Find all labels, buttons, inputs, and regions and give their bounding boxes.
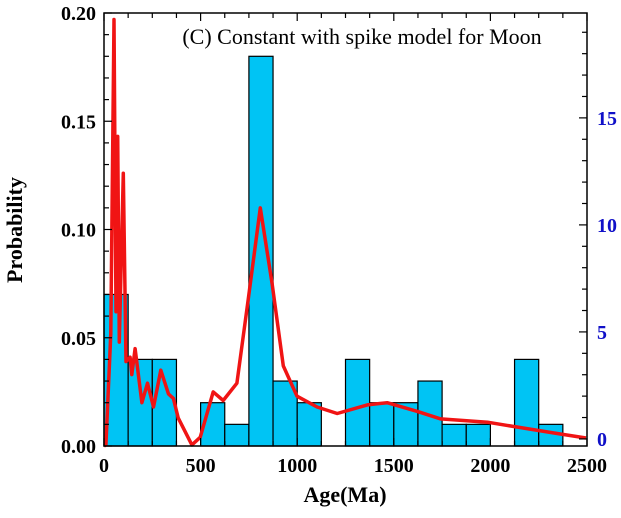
x-tick-label: 1000 xyxy=(277,455,317,477)
histogram-bar xyxy=(465,423,491,447)
y2-tick-label: 15 xyxy=(597,108,617,130)
histogram-bar xyxy=(369,402,395,447)
y-tick-label: 0.20 xyxy=(61,3,96,25)
histogram-bar xyxy=(248,55,274,447)
y-tick-label: 0.10 xyxy=(61,220,96,242)
x-tick-label: 2000 xyxy=(470,455,510,477)
histogram-bar xyxy=(513,358,540,447)
y2-tick-label: 5 xyxy=(597,322,607,344)
x-tick-label: 2500 xyxy=(567,455,607,477)
y2-tick-label: 0 xyxy=(597,429,607,451)
x-tick-label: 0 xyxy=(99,455,109,477)
y-tick-label: 0.15 xyxy=(61,111,96,133)
y-tick-label: 0.00 xyxy=(61,436,96,458)
histogram-bar xyxy=(344,358,371,447)
y-tick-label: 0.05 xyxy=(61,328,96,350)
chart-title: (C) Constant with spike model for Moon xyxy=(182,24,541,49)
y2-tick-label: 10 xyxy=(597,215,617,237)
x-tick-label: 500 xyxy=(186,455,216,477)
histogram-bar xyxy=(224,423,250,447)
x-axis-label: Age(Ma) xyxy=(303,482,386,507)
histogram-bar xyxy=(296,402,322,447)
histogram-bar xyxy=(441,423,467,447)
y-axis-label: Probability xyxy=(2,177,27,283)
plot-frame xyxy=(103,12,588,447)
x-tick-label: 1500 xyxy=(374,455,414,477)
histogram-bars xyxy=(103,55,564,447)
density-curve xyxy=(103,17,587,448)
